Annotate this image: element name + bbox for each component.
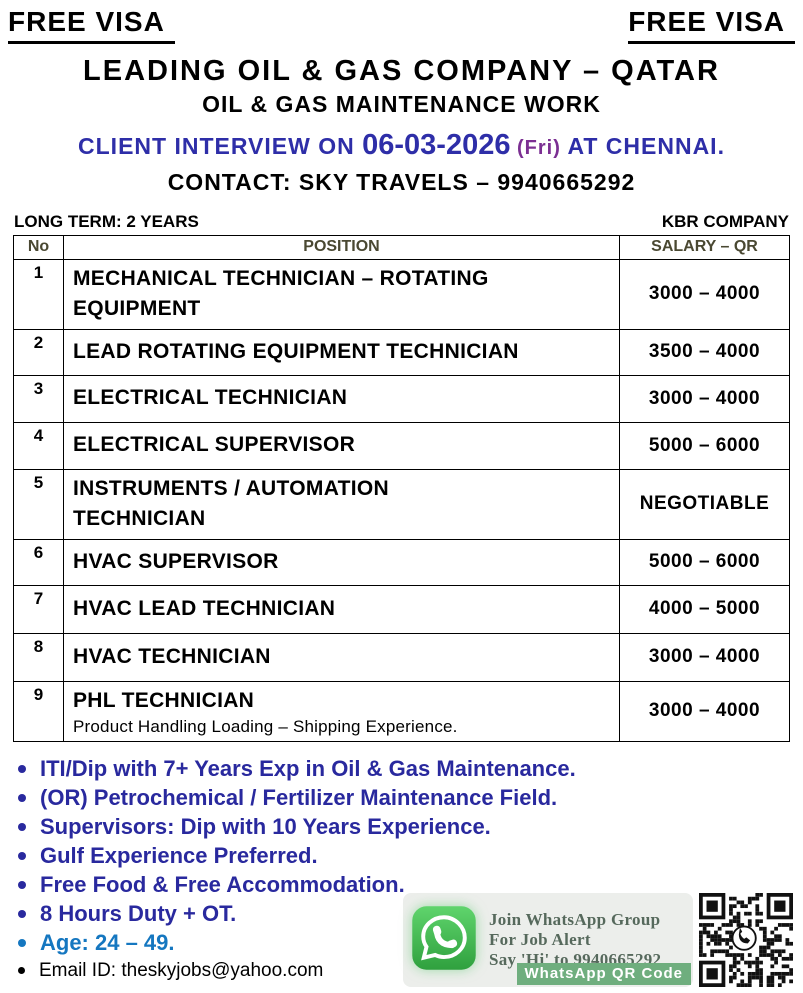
table-row: 6 HVAC SUPERVISOR 5000 – 6000: [13, 538, 790, 586]
col-header-salary: SALARY – QR: [619, 234, 790, 260]
row-number: 3: [13, 374, 64, 423]
requirement-item: (OR) Petrochemical / Fertilizer Maintena…: [16, 783, 803, 812]
requirement-text: 8 Hours Duty + OT.: [40, 900, 237, 926]
requirement-item: Supervisors: Dip with 10 Years Experienc…: [16, 812, 803, 841]
whatsapp-qr-badge: WhatsApp QR Code: [516, 963, 691, 985]
col-header-position: POSITION: [63, 234, 620, 260]
whatsapp-icon: [409, 903, 479, 978]
position-cell: ELECTRICAL TECHNICIAN: [63, 374, 620, 423]
work-subtitle: OIL & GAS MAINTENANCE WORK: [202, 90, 601, 117]
term-label: LONG TERM: 2 YEARS: [14, 211, 199, 231]
table-row: 4 ELECTRICAL SUPERVISOR 5000 – 6000: [13, 421, 790, 470]
whatsapp-line1: Join WhatsApp Group: [489, 910, 661, 929]
requirement-text: (OR) Petrochemical / Fertilizer Maintena…: [40, 784, 558, 810]
row-number: 4: [13, 421, 64, 470]
company-title: LEADING OIL & GAS COMPANY – QATAR: [83, 54, 720, 87]
salary-cell: 3000 – 4000: [619, 632, 790, 682]
position-title: PHL TECHNICIAN: [73, 688, 255, 712]
requirement-text: ITI/Dip with 7+ Years Exp in Oil & Gas M…: [40, 755, 576, 781]
position-cell: HVAC LEAD TECHNICIAN: [63, 584, 620, 634]
salary-cell: NEGOTIABLE: [619, 468, 790, 540]
requirement-text: Gulf Experience Preferred.: [40, 842, 318, 868]
salary-cell: 5000 – 6000: [619, 421, 790, 470]
position-cell: INSTRUMENTS / AUTOMATION TECHNICIAN: [63, 468, 620, 540]
position-cell: HVAC TECHNICIAN: [63, 632, 620, 682]
bullet-icon: [18, 822, 26, 831]
salary-cell: 3000 – 4000: [619, 680, 790, 742]
position-cell: ELECTRICAL SUPERVISOR: [63, 421, 620, 470]
free-visa-row: FREE VISA FREE VISA: [0, 0, 803, 44]
position-title: HVAC SUPERVISOR: [73, 549, 279, 573]
bullet-icon: [18, 938, 26, 947]
salary-cell: 5000 – 6000: [619, 538, 790, 586]
table-row: 7 HVAC LEAD TECHNICIAN 4000 – 5000: [13, 584, 790, 634]
requirement-item: Gulf Experience Preferred.: [16, 841, 803, 870]
row-number: 6: [13, 538, 64, 586]
positions-table-body: 1 MECHANICAL TECHNICIAN – ROTATING EQUIPM…: [13, 258, 790, 742]
requirement-item: Age: 24 – 49.: [16, 928, 803, 957]
bullet-icon: [18, 764, 26, 773]
row-number: 7: [13, 584, 64, 634]
position-title: ELECTRICAL SUPERVISOR: [73, 433, 356, 457]
interview-line: CLIENT INTERVIEW ON 06-03-2026 (Fri) AT …: [0, 129, 803, 162]
interview-prefix: CLIENT INTERVIEW ON: [78, 132, 363, 159]
requirement-item: Free Food & Free Accommodation.: [16, 870, 803, 899]
position-cell: MECHANICAL TECHNICIAN – ROTATING EQUIPME…: [63, 258, 620, 330]
salary-cell: 3000 – 4000: [619, 258, 790, 330]
row-number: 8: [13, 632, 64, 682]
table-row: 5 INSTRUMENTS / AUTOMATION TECHNICIAN NEGO…: [13, 468, 790, 540]
positions-table: No POSITION SALARY – QR 1 MECHANICAL TECH…: [13, 234, 790, 742]
free-visa-right: FREE VISA: [628, 6, 795, 44]
row-number: 5: [13, 468, 64, 540]
col-header-no: No: [13, 234, 64, 260]
whatsapp-panel: Join WhatsApp Group For Job Alert Say 'H…: [403, 893, 693, 987]
row-number: 9: [13, 680, 64, 742]
requirement-text: Email ID: theskyjobs@yahoo.com: [39, 959, 324, 981]
position-title: LEAD ROTATING EQUIPMENT TECHNICIAN: [73, 339, 519, 363]
requirement-item: ITI/Dip with 7+ Years Exp in Oil & Gas M…: [16, 754, 803, 783]
position-title: HVAC TECHNICIAN: [73, 644, 271, 668]
requirement-text: Supervisors: Dip with 10 Years Experienc…: [40, 813, 491, 839]
position-title: INSTRUMENTS / AUTOMATION TECHNICIAN: [73, 476, 389, 531]
interview-date: 06-03-2026: [362, 128, 511, 161]
row-number: 1: [13, 258, 64, 330]
table-row: 8 HVAC TECHNICIAN 3000 – 4000: [13, 632, 790, 682]
interview-suffix: AT CHENNAI.: [567, 132, 725, 159]
salary-cell: 3500 – 4000: [619, 328, 790, 376]
position-cell: PHL TECHNICIAN Product Handling Loading –…: [63, 680, 620, 742]
position-title: HVAC LEAD TECHNICIAN: [73, 596, 336, 620]
requirement-text: Age: 24 – 49.: [40, 929, 175, 955]
position-note: Product Handling Loading – Shipping Expe…: [73, 716, 458, 736]
table-row: 2 LEAD ROTATING EQUIPMENT TECHNICIAN 3500 …: [13, 328, 790, 376]
bullet-icon: [18, 909, 26, 918]
requirement-item: Email ID: theskyjobs@yahoo.com: [16, 957, 803, 984]
company-label: KBR COMPANY: [661, 211, 789, 231]
table-row: 3 ELECTRICAL TECHNICIAN 3000 – 4000: [13, 374, 790, 423]
salary-cell: 4000 – 5000: [619, 584, 790, 634]
requirement-item: 8 Hours Duty + OT.: [16, 899, 803, 928]
contact-line: CONTACT: SKY TRAVELS – 9940665292: [167, 168, 636, 195]
position-title: ELECTRICAL TECHNICIAN: [73, 386, 348, 410]
interview-day: (Fri): [510, 136, 568, 159]
position-cell: HVAC SUPERVISOR: [63, 538, 620, 586]
whatsapp-line2: For Job Alert: [489, 930, 591, 949]
whatsapp-text: Join WhatsApp Group For Job Alert Say 'H…: [489, 910, 661, 970]
position-cell: LEAD ROTATING EQUIPMENT TECHNICIAN: [63, 328, 620, 376]
bullet-icon: [18, 793, 26, 802]
table-row: 1 MECHANICAL TECHNICIAN – ROTATING EQUIPM…: [13, 258, 790, 330]
row-number: 2: [13, 328, 64, 376]
requirements-list: ITI/Dip with 7+ Years Exp in Oil & Gas M…: [16, 754, 803, 984]
table-row: 9 PHL TECHNICIAN Product Handling Loading …: [13, 680, 790, 742]
whatsapp-qr-code: [699, 893, 793, 987]
position-title: MECHANICAL TECHNICIAN – ROTATING EQUIPME…: [73, 266, 489, 321]
table-meta-row: LONG TERM: 2 YEARS KBR COMPANY: [0, 212, 803, 232]
bullet-icon: [18, 851, 26, 860]
bullet-icon: [18, 880, 26, 889]
free-visa-left: FREE VISA: [8, 6, 175, 44]
requirement-text: Free Food & Free Accommodation.: [40, 871, 405, 897]
bullet-icon: [18, 966, 25, 974]
table-header-row: No POSITION SALARY – QR: [13, 234, 790, 260]
salary-cell: 3000 – 4000: [619, 374, 790, 423]
